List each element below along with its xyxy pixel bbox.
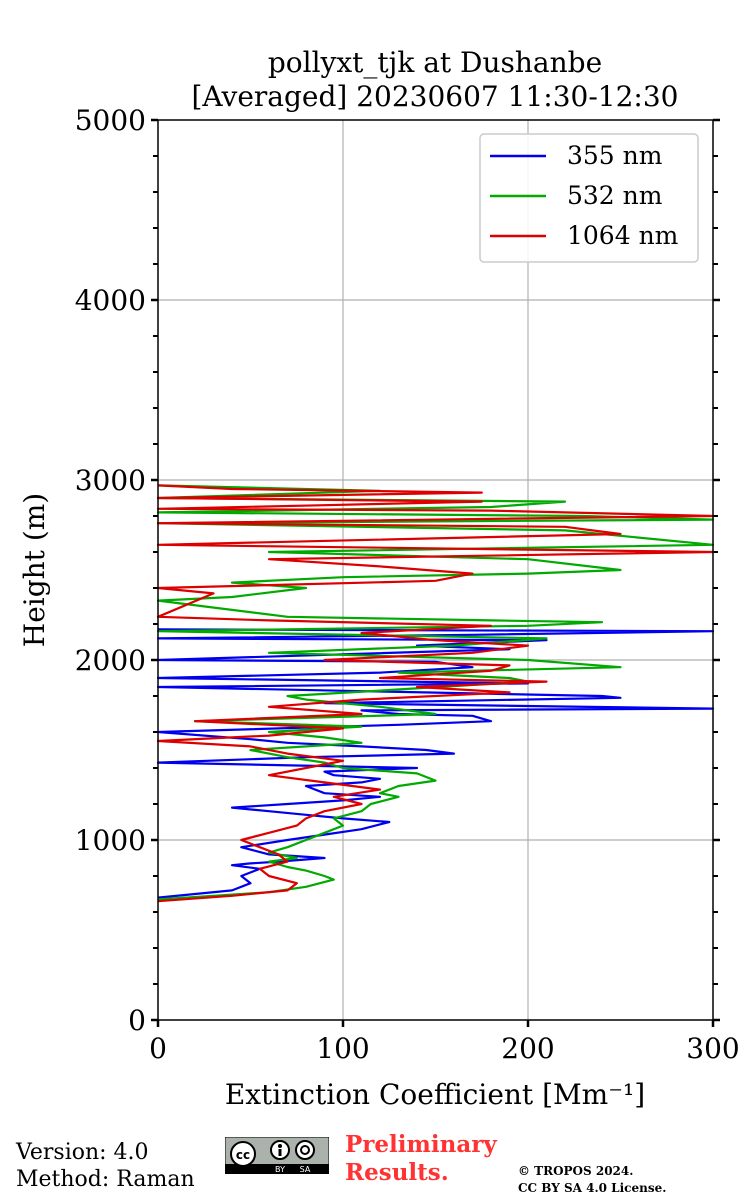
svg-text:SA: SA xyxy=(300,1165,311,1174)
legend-label: 1064 nm xyxy=(567,221,679,250)
chart-title-line2: [Averaged] 20230607 11:30-12:30 xyxy=(192,80,679,113)
series-line-1064-nm xyxy=(156,484,715,903)
svg-text:BY: BY xyxy=(275,1165,285,1174)
share-alike-icon xyxy=(295,1140,315,1160)
series-layer xyxy=(156,484,715,903)
x-tick-label: 300 xyxy=(686,1032,739,1065)
legend-label: 532 nm xyxy=(567,181,663,210)
series-line-355-nm xyxy=(156,628,715,899)
x-tick-label: 0 xyxy=(149,1032,167,1065)
cc-icon xyxy=(230,1141,256,1167)
series-line-532-nm xyxy=(156,484,715,901)
preliminary-label-line1: Preliminary xyxy=(345,1131,497,1158)
preliminary-label-line2: Results. xyxy=(345,1159,449,1186)
legend-label: 355 nm xyxy=(567,141,663,170)
copyright-line1: © TROPOS 2024. xyxy=(518,1164,634,1178)
legend-box xyxy=(479,133,699,263)
y-tick-label: 2000 xyxy=(75,644,146,677)
copyright-line2: CC BY SA 4.0 License. xyxy=(518,1181,667,1195)
x-axis-label: Extinction Coefficient [Mm⁻¹] xyxy=(225,1078,645,1111)
x-tick-label: 100 xyxy=(316,1032,369,1065)
y-tick-label: 4000 xyxy=(75,284,146,317)
y-tick-label: 1000 xyxy=(75,824,146,857)
plot-frame xyxy=(157,119,714,1021)
legend: 355 nm 532 nm 1064 nm xyxy=(479,133,699,263)
cc-license-badge: cc BY SA xyxy=(225,1137,329,1174)
method-text: Method: Raman xyxy=(16,1167,195,1192)
y-tick-label: 3000 xyxy=(75,464,146,497)
version-text: Version: 4.0 xyxy=(16,1140,149,1165)
x-tick-label: 200 xyxy=(501,1032,554,1065)
y-tick-label: 0 xyxy=(128,1004,146,1037)
y-axis-label: Height (m) xyxy=(18,493,51,647)
chart-title-line1: pollyxt_tjk at Dushanbe xyxy=(268,46,602,79)
y-tick-label: 5000 xyxy=(75,104,146,137)
svg-text:cc: cc xyxy=(236,1148,250,1162)
